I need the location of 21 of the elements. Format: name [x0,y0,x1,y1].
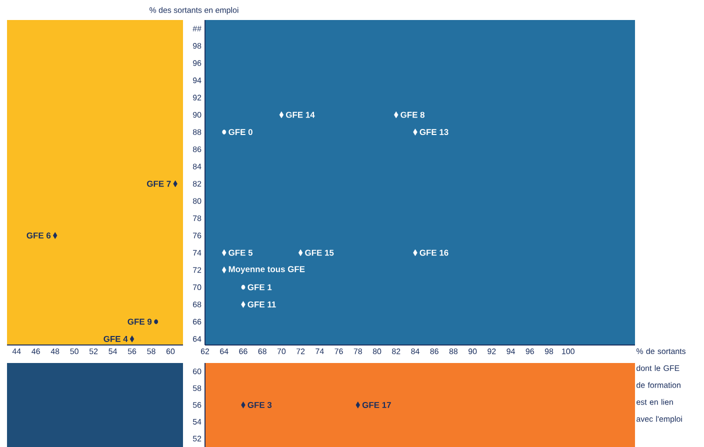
series-label: GFE 11 [248,301,276,308]
series-label: GFE 15 [305,250,334,256]
point [154,319,158,324]
series-label: GFE 17 [362,402,391,408]
series-label: GFE 1 [248,284,272,290]
series-label: GFE 13 [420,129,448,136]
series-label: GFE 3 [248,402,272,408]
point [241,284,246,290]
series-label: GFE 0 [228,129,252,136]
point [130,336,134,342]
series-label: GFE 4 [104,336,128,342]
series-label: GFE 9 [128,318,152,325]
series-label: GFE 8 [400,112,425,118]
point [52,232,58,239]
point [222,130,226,134]
series-label: GFE 7 [146,180,171,187]
series-label: Moyenne tous GFE [228,266,305,274]
series-label: GFE 16 [420,250,448,256]
series-label: GFE 5 [228,250,253,256]
series-label: GFE 14 [286,112,315,118]
series-label: GFE 6 [26,232,51,238]
